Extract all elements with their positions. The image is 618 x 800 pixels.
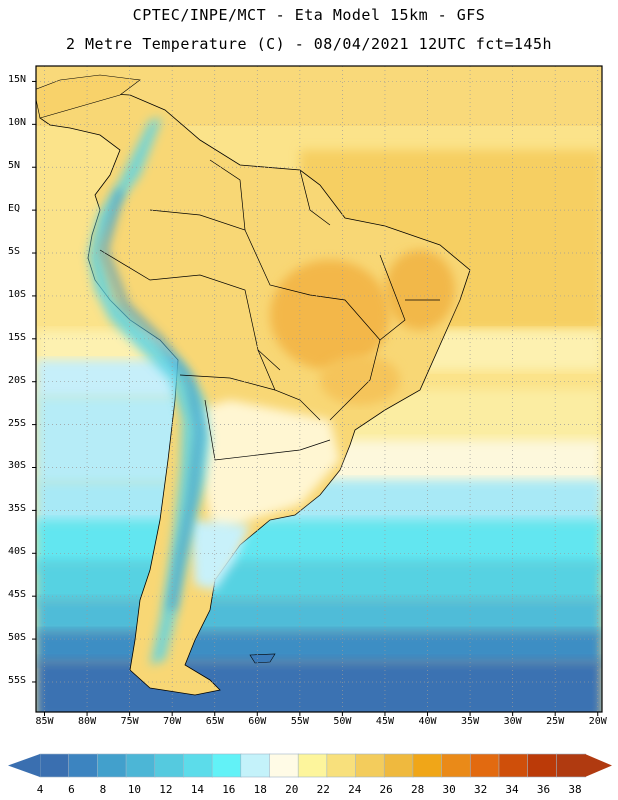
lat-tick-label: 40S (8, 546, 27, 558)
lat-tick-label: 30S (8, 460, 27, 472)
colorbar-label: 18 (253, 783, 267, 796)
colorbar-swatch (326, 753, 357, 778)
colorbar-label: 34 (505, 783, 519, 796)
colorbar-label: 24 (348, 783, 362, 796)
colorbar-swatch (240, 753, 271, 778)
colorbar-swatch (39, 753, 70, 778)
colorbar-label: 38 (568, 783, 582, 796)
lat-tick-label: 45S (8, 589, 27, 601)
colorbar-label: 16 (222, 783, 236, 796)
lon-tick-label: 65W (205, 716, 224, 727)
lon-tick-label: 75W (120, 716, 139, 727)
colorbar-swatch (125, 753, 156, 778)
lat-tick-label: 15N (8, 74, 27, 86)
lat-tick-label: 10S (8, 288, 27, 300)
lat-tick-label: EQ (8, 203, 21, 215)
lon-tick-label: 35W (461, 716, 480, 727)
colorbar-swatch (498, 753, 529, 778)
lon-tick-label: 40W (418, 716, 437, 727)
falkland-islands (249, 653, 276, 664)
lon-tick-label: 60W (248, 716, 267, 727)
colorbar-swatch (68, 753, 99, 778)
colorbar-swatch (441, 753, 472, 778)
colorbar-swatch (297, 753, 328, 778)
colorbar-swatch (556, 753, 586, 778)
colorbar-swatch (154, 753, 185, 778)
lat-tick-label: 50S (8, 632, 27, 644)
lon-tick-label: 85W (35, 716, 54, 727)
colorbar-label: 26 (379, 783, 393, 796)
lon-tick-label: 55W (290, 716, 309, 727)
chart-title: CPTEC/INPE/MCT - Eta Model 15km - GFS (132, 6, 486, 24)
lon-tick-label: 50W (333, 716, 352, 727)
lat-tick-label: 5N (8, 160, 21, 172)
lon-tick-label: 25W (546, 716, 565, 727)
lon-tick-label: 45W (375, 716, 394, 727)
lon-tick-label: 80W (78, 716, 97, 727)
lon-tick-label: 20W (588, 716, 607, 727)
colorbar-label: 12 (159, 783, 173, 796)
colorbar-label: 20 (285, 783, 299, 796)
lat-tick-label: 25S (8, 417, 27, 429)
colorbar-swatch (183, 753, 213, 778)
chart-subtitle: 2 Metre Temperature (C) - 08/04/2021 12U… (65, 35, 553, 53)
lat-tick-label: 35S (8, 503, 27, 515)
colorbar-swatch (469, 753, 500, 778)
colorbar-label: 8 (99, 783, 107, 796)
colorbar-label: 30 (442, 783, 456, 796)
colorbar-swatch (383, 753, 414, 778)
colorbar-swatch (527, 753, 558, 778)
colorbar-swatch (211, 753, 242, 778)
colorbar-swatch (97, 753, 127, 778)
map-frame (35, 65, 603, 713)
colorbar-label: 22 (316, 783, 330, 796)
lon-tick-label: 30W (503, 716, 522, 727)
lat-tick-label: 20S (8, 374, 27, 386)
colorbar-label: 14 (190, 783, 204, 796)
lat-tick-label: 15S (8, 331, 27, 343)
colorbar-swatch (355, 753, 386, 778)
colorbar-label: 4 (36, 783, 44, 796)
colorbar-label: 32 (473, 783, 488, 796)
lat-tick-label: 10N (8, 117, 27, 129)
lat-tick-label: 5S (8, 246, 21, 258)
temperature-field (36, 66, 602, 712)
colorbar-label: 10 (127, 783, 142, 796)
colorbar-label: 28 (411, 783, 425, 796)
colorbar-label: 36 (536, 783, 551, 796)
colorbar-low-arrow (8, 754, 40, 777)
colorbar-swatch (269, 753, 299, 778)
lon-tick-label: 70W (163, 716, 182, 727)
colorbar-label: 6 (68, 783, 75, 796)
colorbar-swatch (412, 753, 443, 778)
lat-tick-label: 55S (8, 674, 27, 686)
colorbar (8, 753, 612, 778)
colorbar-high-arrow (585, 754, 612, 777)
